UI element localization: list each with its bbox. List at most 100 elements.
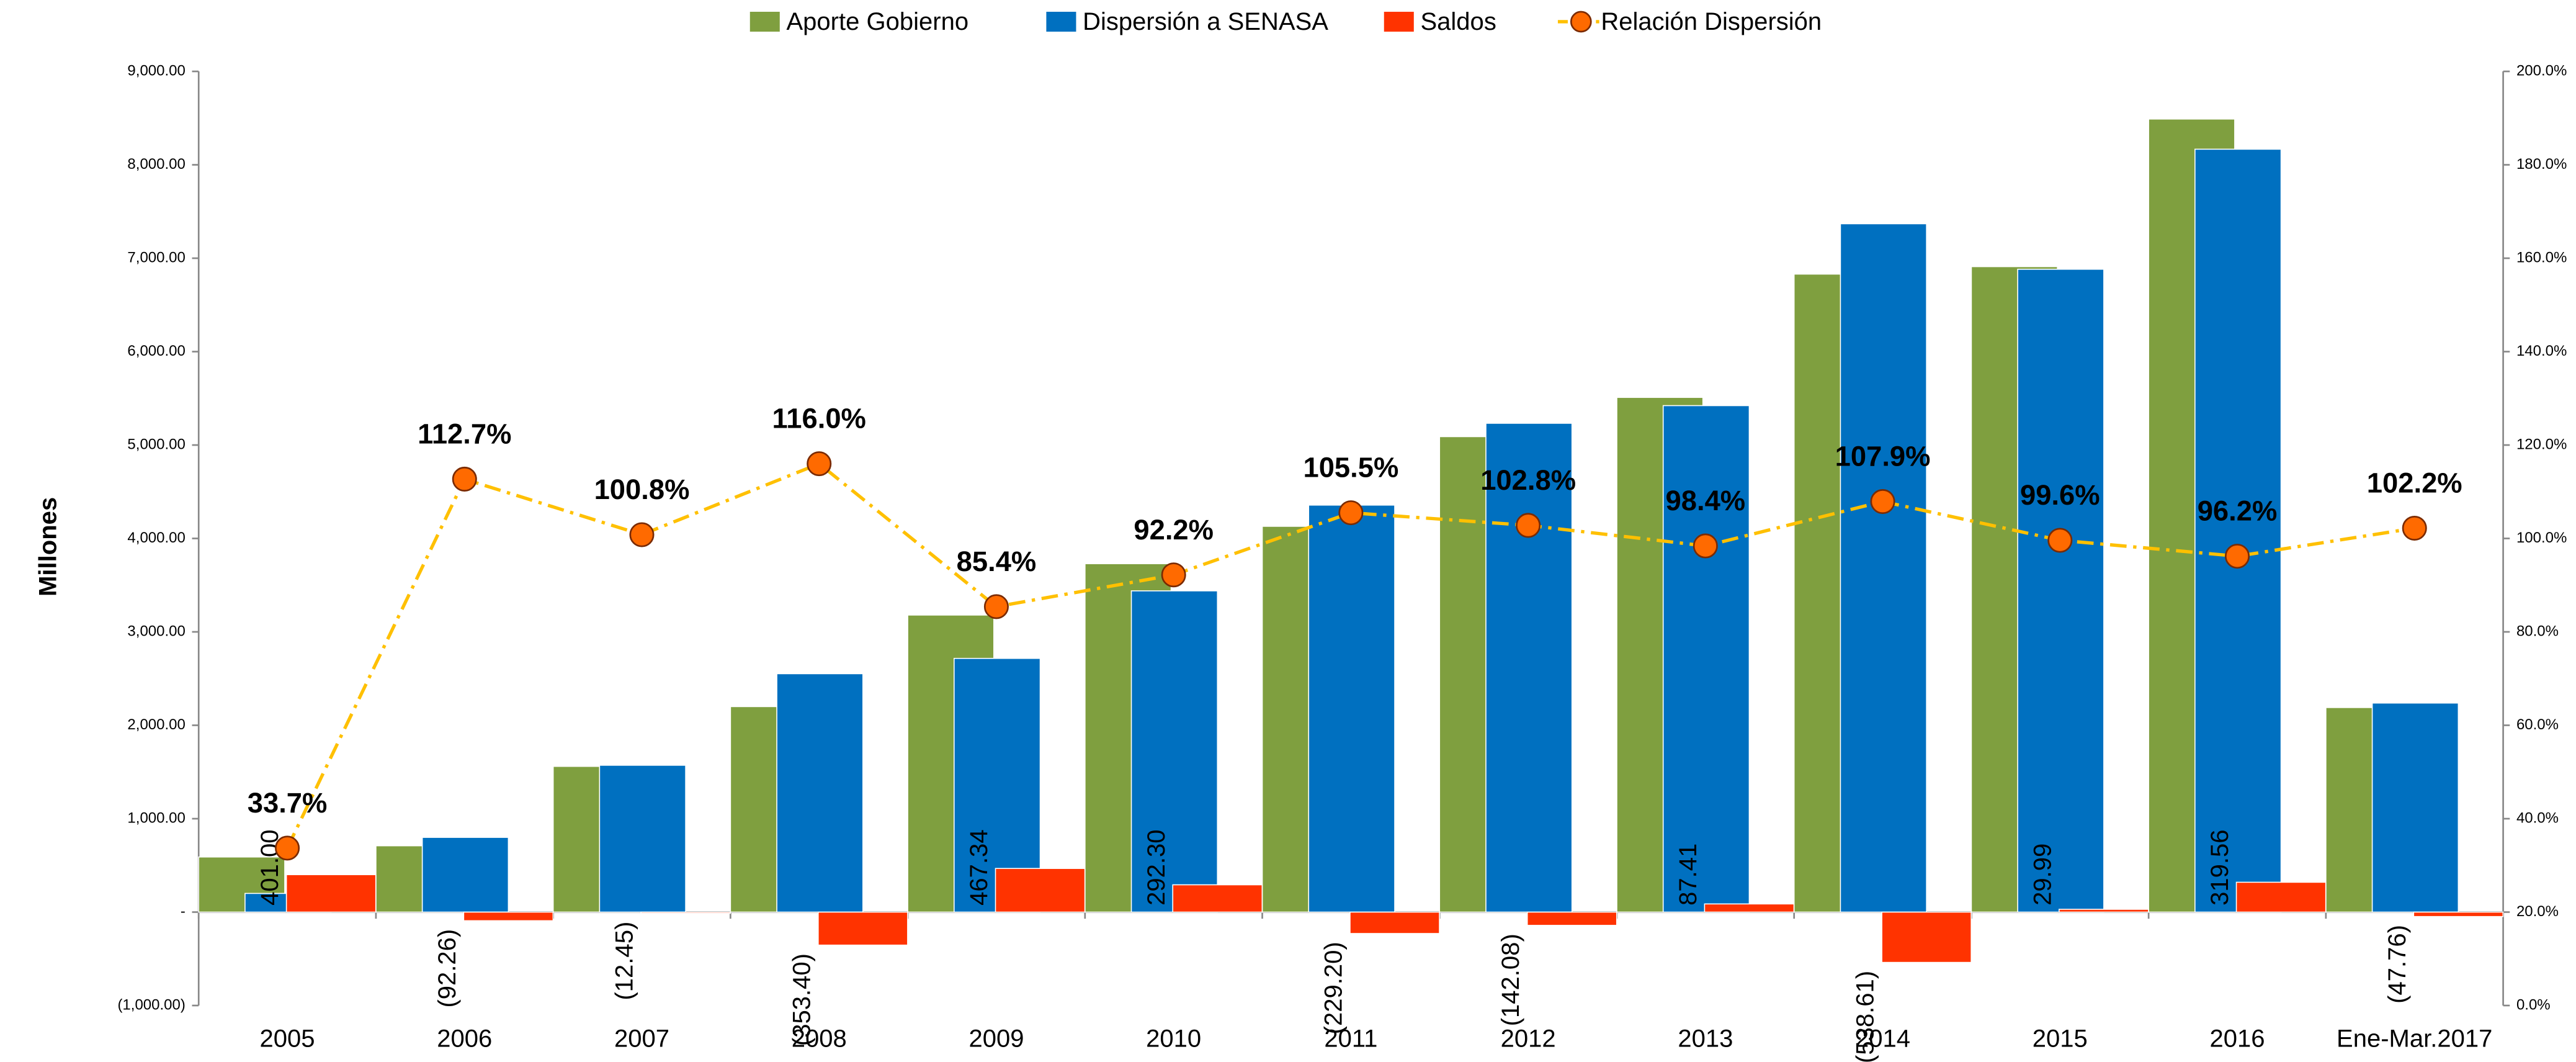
bar xyxy=(1172,884,1263,913)
x-tick-label: 2009 xyxy=(968,1025,1024,1053)
y2-tick-label: 0.0% xyxy=(2516,996,2551,1013)
y-axis-label: Millones xyxy=(35,497,62,596)
y-tick-label: 3,000.00 xyxy=(127,623,185,639)
bar xyxy=(2194,148,2282,913)
y2-tick-label: 40.0% xyxy=(2516,809,2559,826)
legend-label: Dispersión a SENASA xyxy=(1083,8,1328,35)
point xyxy=(807,451,832,477)
data-label: 292.30 xyxy=(1143,829,1170,905)
bar xyxy=(1308,504,1395,913)
data-label: (142.08) xyxy=(1497,934,1524,1026)
bar xyxy=(2017,268,2104,913)
point xyxy=(2224,544,2250,569)
bar xyxy=(285,874,377,913)
data-label: 92.2% xyxy=(1134,514,1214,546)
x-tick-label: 2011 xyxy=(1324,1025,1377,1053)
data-label: 99.6% xyxy=(2020,479,2100,511)
y-tick-label: 7,000.00 xyxy=(127,249,185,266)
x-tick-label: 2014 xyxy=(1855,1025,1910,1053)
legend-label: Relación Dispersión xyxy=(1601,8,1822,35)
y-tick-label: 6,000.00 xyxy=(127,343,185,359)
bar xyxy=(1662,405,1750,913)
bar xyxy=(817,911,908,946)
legend-label: Aporte Gobierno xyxy=(786,8,968,35)
y2-tick-label: 20.0% xyxy=(2516,903,2559,920)
bar xyxy=(1349,911,1440,934)
data-label: 98.4% xyxy=(1666,485,1746,516)
y-tick-label: 8,000.00 xyxy=(127,156,185,173)
point xyxy=(983,594,1009,619)
bar xyxy=(1881,911,1972,963)
x-tick-label: 2013 xyxy=(1678,1025,1733,1053)
x-tick-label: 2015 xyxy=(2033,1025,2088,1053)
point xyxy=(452,466,477,492)
bar xyxy=(2235,881,2327,913)
bar xyxy=(2371,702,2459,913)
y-tick-label: - xyxy=(181,903,186,920)
data-label: 112.7% xyxy=(418,418,511,450)
data-label: 33.7% xyxy=(248,787,328,819)
y2-tick-label: 80.0% xyxy=(2516,623,2559,639)
x-tick-label: 2005 xyxy=(260,1025,315,1053)
bar xyxy=(1704,903,1795,913)
legend-marker xyxy=(1570,11,1592,33)
data-label: 105.5% xyxy=(1303,452,1398,484)
data-label: 96.2% xyxy=(2198,495,2278,527)
legend-label: Saldos xyxy=(1420,8,1496,35)
data-label: (229.20) xyxy=(1320,942,1348,1034)
legend-swatch xyxy=(749,11,780,32)
bar xyxy=(995,868,1086,913)
bar xyxy=(640,911,731,914)
y2-tick-label: 100.0% xyxy=(2516,529,2567,546)
y2-tick-label: 160.0% xyxy=(2516,249,2567,266)
data-label: 467.34 xyxy=(965,829,993,905)
y2-tick-label: 140.0% xyxy=(2516,343,2567,359)
x-tick-label: 2012 xyxy=(1501,1025,1556,1053)
data-label: 100.8% xyxy=(594,474,690,505)
point xyxy=(1338,500,1364,526)
data-label: (47.76) xyxy=(2384,925,2411,1004)
data-label: 102.2% xyxy=(2367,467,2462,499)
y-tick-label: (1,000.00) xyxy=(117,996,185,1013)
y-tick-label: 5,000.00 xyxy=(127,436,185,452)
y2-tick-label: 120.0% xyxy=(2516,436,2567,452)
y-tick-label: 2,000.00 xyxy=(127,716,185,733)
bar xyxy=(463,911,554,922)
point xyxy=(1516,513,1541,538)
y-tick-label: 9,000.00 xyxy=(127,62,185,79)
point xyxy=(1161,562,1186,588)
bar xyxy=(2413,911,2504,917)
point xyxy=(1870,489,1895,515)
x-tick-label: 2010 xyxy=(1146,1025,1201,1053)
bar xyxy=(2059,909,2149,913)
bar xyxy=(1526,911,1617,926)
x-tick-label: Ene-Mar.2017 xyxy=(2337,1025,2492,1053)
y-tick-label: 1,000.00 xyxy=(127,809,185,826)
bar xyxy=(599,765,686,913)
x-tick-label: 2006 xyxy=(437,1025,492,1053)
data-label: (12.45) xyxy=(611,922,638,1001)
data-label: 116.0% xyxy=(772,403,866,434)
point xyxy=(2047,528,2073,553)
x-tick-label: 2016 xyxy=(2209,1025,2265,1053)
data-label: 29.99 xyxy=(2029,844,2056,906)
data-label: 319.56 xyxy=(2206,829,2234,905)
bar xyxy=(776,673,864,913)
y2-tick-label: 60.0% xyxy=(2516,716,2559,733)
data-label: 87.41 xyxy=(1675,844,1702,906)
point xyxy=(2402,515,2427,541)
bar xyxy=(1130,590,1219,913)
y-tick-label: 4,000.00 xyxy=(127,529,185,546)
point xyxy=(275,835,300,861)
y2-tick-label: 180.0% xyxy=(2516,156,2567,173)
data-label: 107.9% xyxy=(1835,441,1931,472)
data-label: (353.40) xyxy=(788,953,815,1046)
legend-swatch xyxy=(1046,11,1076,32)
y2-tick-label: 200.0% xyxy=(2516,62,2567,79)
legend-swatch xyxy=(1384,11,1414,32)
x-tick-label: 2008 xyxy=(792,1025,847,1053)
x-tick-label: 2007 xyxy=(614,1025,669,1053)
data-label: 85.4% xyxy=(957,546,1037,577)
bar xyxy=(421,837,509,913)
